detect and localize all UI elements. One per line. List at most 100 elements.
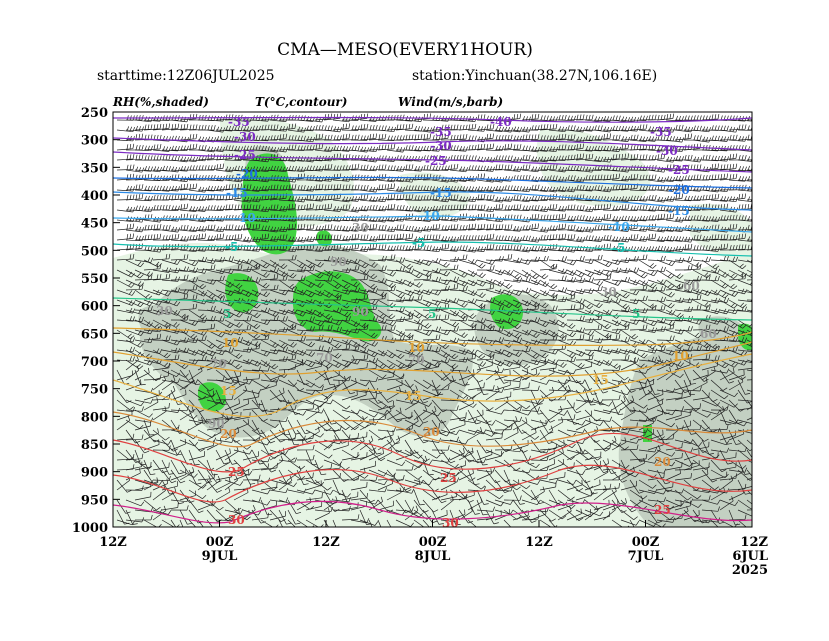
- wind-barb: [647, 497, 667, 503]
- wind-barb: [477, 385, 495, 391]
- wind-barb: [125, 174, 144, 181]
- wind-barb: [188, 206, 208, 212]
- wind-barb: [278, 195, 297, 202]
- wind-barb: [503, 376, 523, 382]
- wind-barb: [161, 123, 180, 131]
- wind-barb: [314, 449, 333, 459]
- wind-barb: [665, 369, 684, 378]
- wind-barb: [386, 155, 405, 161]
- wind-barb: [305, 175, 324, 182]
- wind-barb: [152, 349, 171, 359]
- wind-barb: [512, 346, 532, 353]
- wind-barb: [350, 194, 369, 201]
- label-p10-a: 10: [222, 336, 239, 350]
- wind-barb: [683, 174, 702, 181]
- wind-barb: [647, 379, 660, 395]
- wind-barb: [314, 275, 333, 282]
- wind-barb: [503, 362, 521, 371]
- wind-barb: [341, 305, 360, 312]
- label-p15-b: 15: [405, 389, 422, 403]
- wind-barb: [620, 183, 639, 191]
- wind-barb: [179, 519, 184, 527]
- wind-barb: [512, 329, 532, 336]
- label-p30-b: 30: [442, 516, 459, 530]
- wind-barb: [242, 245, 261, 252]
- wind-barb: [323, 379, 340, 391]
- wind-barb: [485, 196, 505, 203]
- wind-barb: [377, 319, 397, 327]
- wind-barb: [566, 303, 585, 311]
- wind-barb: [422, 449, 441, 459]
- wind-barb: [503, 479, 521, 491]
- wind-barb: [431, 124, 450, 131]
- wind-barb: [305, 279, 324, 288]
- wind-barb: [692, 409, 711, 418]
- wind-barb: [530, 195, 549, 201]
- wind-barb: [494, 424, 513, 431]
- wind-barb: [584, 165, 603, 171]
- wind-barb: [674, 154, 693, 161]
- wind-barb: [188, 186, 208, 193]
- wind-barb: [602, 279, 622, 286]
- x-tick-label: 12Z: [525, 535, 553, 550]
- wind-barb: [638, 144, 657, 151]
- wind-barb: [575, 215, 594, 222]
- wind-barb: [458, 399, 477, 408]
- wind-barb: [143, 263, 162, 271]
- wind-barb: [305, 492, 323, 501]
- label-m35-b: -35: [430, 125, 452, 139]
- wind-barb: [305, 480, 322, 491]
- rh-label-70-b: 70: [316, 351, 333, 365]
- label-m25-c: -25: [668, 163, 690, 177]
- label-p20-b: 20: [423, 425, 440, 439]
- wind-barb: [503, 144, 522, 151]
- wind-barb: [611, 354, 630, 361]
- wind-barb: [287, 488, 307, 494]
- wind-barb: [305, 269, 324, 279]
- wind-barb: [188, 155, 207, 162]
- wind-barb: [467, 499, 480, 515]
- wind-barb: [503, 185, 522, 192]
- wind-barb: [467, 165, 486, 171]
- wind-barb: [431, 185, 450, 192]
- wind-barb: [629, 269, 648, 279]
- wind-barb: [485, 245, 504, 251]
- wind-barb: [224, 183, 243, 191]
- wind-barb: [386, 519, 392, 527]
- wind-barb: [728, 184, 747, 191]
- wind-barb: [197, 473, 216, 481]
- wind-barb: [467, 497, 483, 511]
- wind-barb: [584, 479, 601, 491]
- wind-barb: [512, 399, 531, 410]
- label-m20-a: -20: [236, 167, 258, 181]
- x-tick-label: 2025: [732, 563, 768, 578]
- wind-barb: [305, 204, 324, 211]
- wind-barb: [323, 145, 342, 152]
- wind-barb: [368, 496, 383, 511]
- wind-barb: [746, 406, 752, 411]
- wind-barb: [251, 489, 271, 495]
- wind-barb: [386, 407, 402, 421]
- wind-barb: [485, 256, 504, 262]
- wind-barb: [125, 205, 144, 211]
- wind-barb: [260, 462, 278, 471]
- wind-barb: [737, 203, 752, 211]
- wind-barb: [152, 273, 171, 281]
- wind-barb: [593, 297, 613, 304]
- wind-barb: [395, 164, 414, 171]
- wind-barb: [602, 359, 621, 369]
- wind-barb: [647, 226, 667, 233]
- wind-barb: [269, 155, 288, 162]
- wind-barb: [170, 459, 184, 475]
- wind-barb: [611, 437, 627, 451]
- wind-barb: [152, 375, 167, 391]
- wind-barb: [170, 224, 189, 231]
- rh-label-30-b: 30: [600, 285, 617, 299]
- wind-barb: [692, 289, 712, 296]
- label-p30-a: 30: [228, 513, 245, 527]
- wind-barb: [575, 145, 594, 152]
- wind-barb: [449, 196, 469, 202]
- wind-barb: [440, 325, 459, 332]
- wind-barb: [125, 259, 144, 268]
- wind-barb: [125, 499, 145, 507]
